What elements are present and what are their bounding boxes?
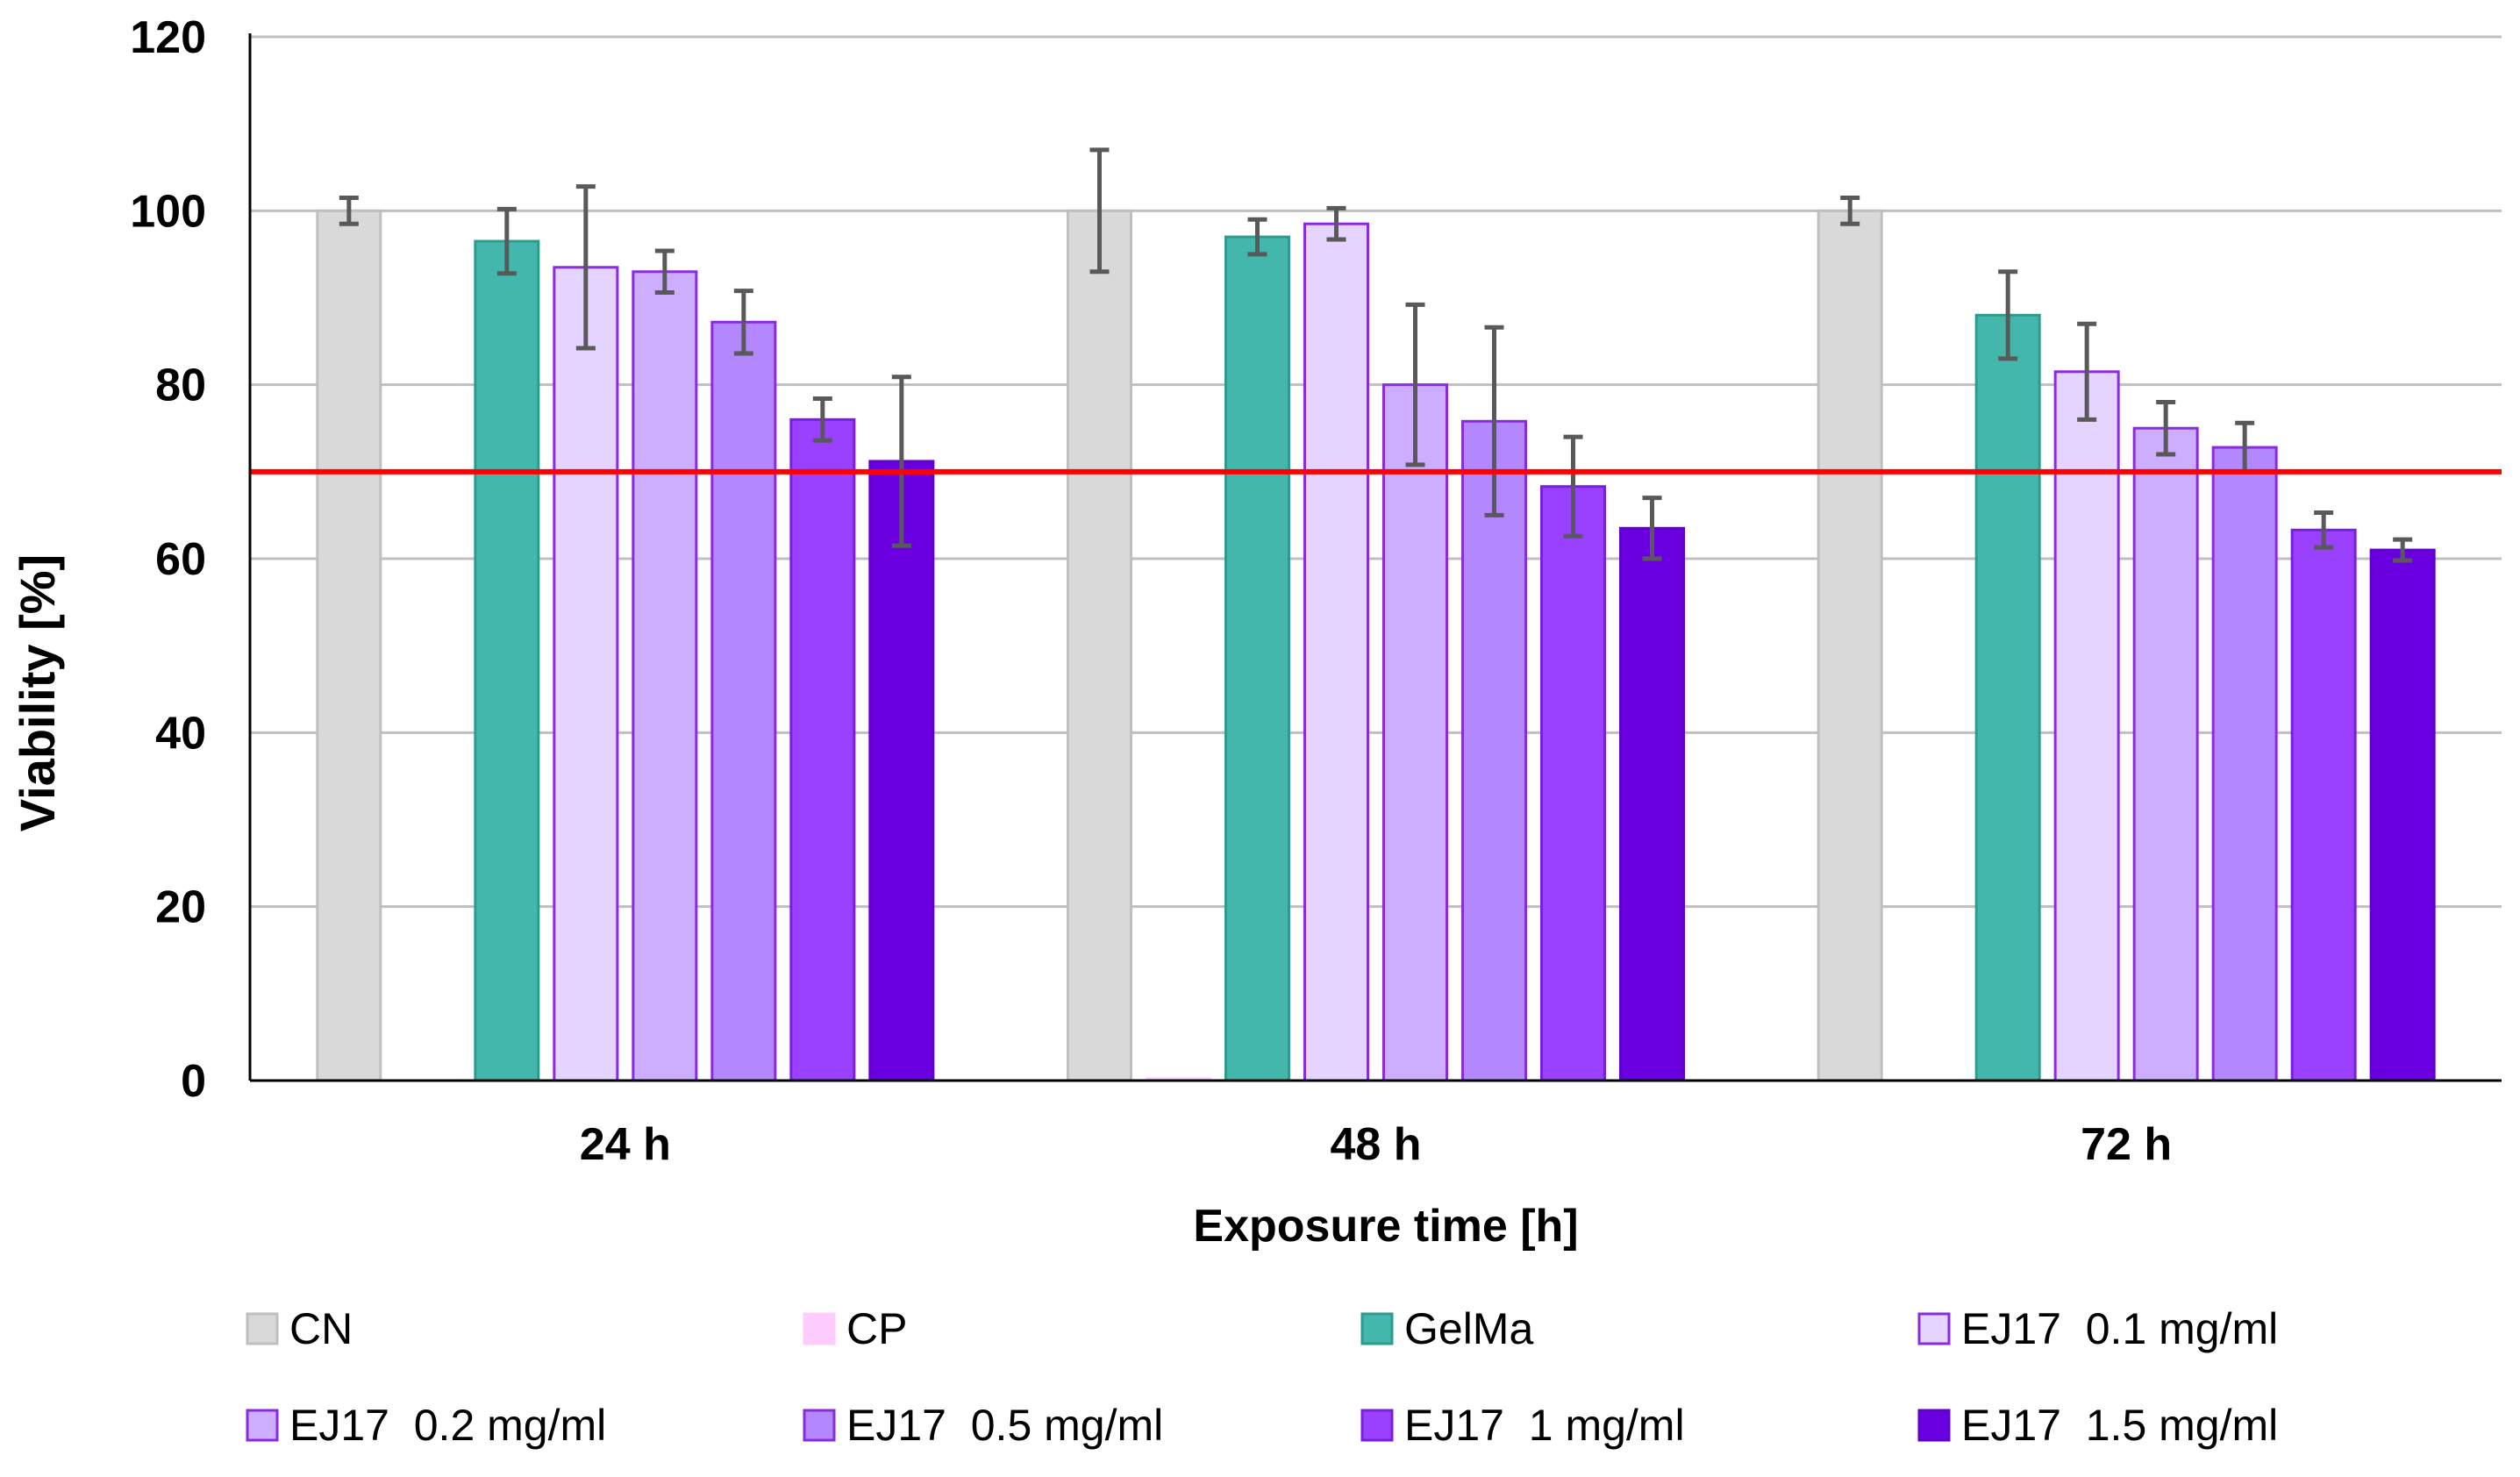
error-bar-cn-48-h bbox=[1089, 147, 1110, 275]
y-tick-label: 100 bbox=[130, 186, 206, 237]
error-bar-ej17-0-2-mg-ml-24-h bbox=[654, 248, 675, 296]
bar-ej17-0-2-mg-ml-72-h bbox=[2132, 426, 2199, 1082]
error-bar-ej17-1-5-mg-ml-48-h bbox=[1642, 496, 1662, 561]
legend-item-ej17-0-2-mg-ml: EJ17 0.2 mg/ml bbox=[246, 1401, 606, 1450]
x-tick-label-48-h: 48 h bbox=[1330, 1119, 1421, 1170]
legend-label: CP bbox=[846, 1304, 907, 1353]
grid-lines bbox=[250, 35, 2502, 909]
error-bar-gelma-72-h bbox=[1998, 269, 2018, 361]
legend-item-ej17-0-1-mg-ml: EJ17 0.1 mg/ml bbox=[1917, 1304, 2278, 1353]
legend-swatch bbox=[246, 1409, 279, 1442]
error-bars bbox=[339, 147, 2413, 563]
bar-ej17-0-1-mg-ml-24-h bbox=[553, 266, 619, 1082]
bar-ej17-0-2-mg-ml-24-h bbox=[632, 270, 698, 1082]
y-tick-label: 20 bbox=[155, 882, 206, 933]
legend-item-ej17-1-mg-ml: EJ17 1 mg/ml bbox=[1360, 1401, 1685, 1450]
bar-ej17-0-5-mg-ml-72-h bbox=[2211, 446, 2278, 1082]
x-axis-title: Exposure time [h] bbox=[1193, 1201, 1578, 1252]
y-tick-label: 60 bbox=[155, 534, 206, 585]
legend-label: EJ17 1.5 mg/ml bbox=[1961, 1401, 2278, 1450]
legend-swatch bbox=[1917, 1312, 1951, 1345]
error-bar-ej17-1-mg-ml-48-h bbox=[1563, 434, 1583, 539]
bar-ej17-1-mg-ml-72-h bbox=[2290, 528, 2357, 1082]
legend-label: GelMa bbox=[1404, 1304, 1533, 1353]
y-tick-label: 120 bbox=[130, 12, 206, 63]
bar-ej17-1-5-mg-ml-48-h bbox=[1619, 526, 1685, 1082]
error-bar-ej17-0-1-mg-ml-72-h bbox=[2077, 321, 2097, 422]
legend-label: EJ17 0.1 mg/ml bbox=[1961, 1304, 2278, 1353]
error-bar-ej17-0-5-mg-ml-48-h bbox=[1484, 325, 1504, 517]
legend-item-ej17-1-5-mg-ml: EJ17 1.5 mg/ml bbox=[1917, 1401, 2278, 1450]
x-tick-labels: 24 h 48 h 72 h bbox=[580, 1119, 2172, 1170]
bars bbox=[316, 209, 2436, 1082]
legend-item-cn: CN bbox=[246, 1304, 353, 1353]
error-bar-ej17-0-2-mg-ml-48-h bbox=[1405, 302, 1425, 467]
legend: CN CP GelMa EJ17 0.1 mg/ml EJ17 0.2 mg/ml EJ1… bbox=[246, 1304, 2278, 1450]
legend-swatch bbox=[1360, 1409, 1394, 1442]
bar-ej17-1-mg-ml-24-h bbox=[789, 417, 856, 1082]
y-tick-label: 0 bbox=[181, 1056, 206, 1107]
error-bar-ej17-1-5-mg-ml-72-h bbox=[2393, 537, 2413, 563]
bar-cn-72-h bbox=[1817, 209, 1883, 1082]
legend-swatch bbox=[1917, 1409, 1951, 1442]
legend-swatch bbox=[803, 1312, 836, 1345]
bar-gelma-48-h bbox=[1224, 235, 1290, 1082]
error-bar-ej17-1-mg-ml-72-h bbox=[2314, 510, 2334, 550]
bar-ej17-1-5-mg-ml-24-h bbox=[868, 460, 935, 1082]
legend-swatch bbox=[246, 1312, 279, 1345]
bar-ej17-0-1-mg-ml-72-h bbox=[2053, 370, 2120, 1082]
x-tick-label-24-h: 24 h bbox=[580, 1119, 671, 1170]
x-tick-label-72-h: 72 h bbox=[2081, 1119, 2172, 1170]
error-bar-ej17-0-2-mg-ml-72-h bbox=[2156, 400, 2176, 457]
error-bar-gelma-24-h bbox=[496, 206, 517, 276]
bar-ej17-0-1-mg-ml-48-h bbox=[1303, 222, 1369, 1082]
error-bar-ej17-0-5-mg-ml-24-h bbox=[733, 289, 753, 356]
bar-ej17-1-5-mg-ml-72-h bbox=[2369, 548, 2436, 1082]
legend-label: EJ17 1 mg/ml bbox=[1404, 1401, 1685, 1450]
legend-swatch bbox=[1360, 1312, 1394, 1345]
bar-ej17-1-mg-ml-48-h bbox=[1540, 485, 1606, 1082]
bar-ej17-0-5-mg-ml-24-h bbox=[710, 320, 777, 1082]
bar-cn-48-h bbox=[1067, 209, 1132, 1082]
y-axis-title: Viability [%] bbox=[10, 554, 65, 831]
bar-ej17-0-5-mg-ml-48-h bbox=[1461, 419, 1527, 1082]
error-bar-ej17-0-1-mg-ml-24-h bbox=[575, 184, 596, 351]
error-bar-ej17-1-5-mg-ml-24-h bbox=[891, 375, 911, 548]
error-bar-ej17-1-mg-ml-24-h bbox=[812, 396, 832, 443]
bar-cn-24-h bbox=[316, 209, 382, 1082]
bar-gelma-24-h bbox=[474, 239, 540, 1082]
legend-item-ej17-0-5-mg-ml: EJ17 0.5 mg/ml bbox=[803, 1401, 1163, 1450]
axes bbox=[248, 33, 2502, 1082]
error-bar-cn-24-h bbox=[339, 195, 359, 226]
bar-ej17-0-2-mg-ml-48-h bbox=[1382, 383, 1448, 1082]
legend-swatch bbox=[803, 1409, 836, 1442]
error-bar-gelma-48-h bbox=[1247, 217, 1267, 257]
legend-item-cp: CP bbox=[803, 1304, 907, 1353]
legend-label: EJ17 0.2 mg/ml bbox=[289, 1401, 606, 1450]
y-tick-label: 40 bbox=[155, 708, 206, 759]
error-bar-ej17-0-1-mg-ml-48-h bbox=[1326, 205, 1346, 242]
y-tick-label: 80 bbox=[155, 360, 206, 411]
legend-label: CN bbox=[289, 1304, 353, 1353]
legend-label: EJ17 0.5 mg/ml bbox=[846, 1401, 1163, 1450]
y-tick-labels: 0 20 40 60 80 100 120 bbox=[130, 12, 206, 1107]
error-bar-cn-72-h bbox=[1840, 195, 1860, 226]
legend-item-gelma: GelMa bbox=[1360, 1304, 1533, 1353]
bar-gelma-72-h bbox=[1974, 313, 2041, 1082]
